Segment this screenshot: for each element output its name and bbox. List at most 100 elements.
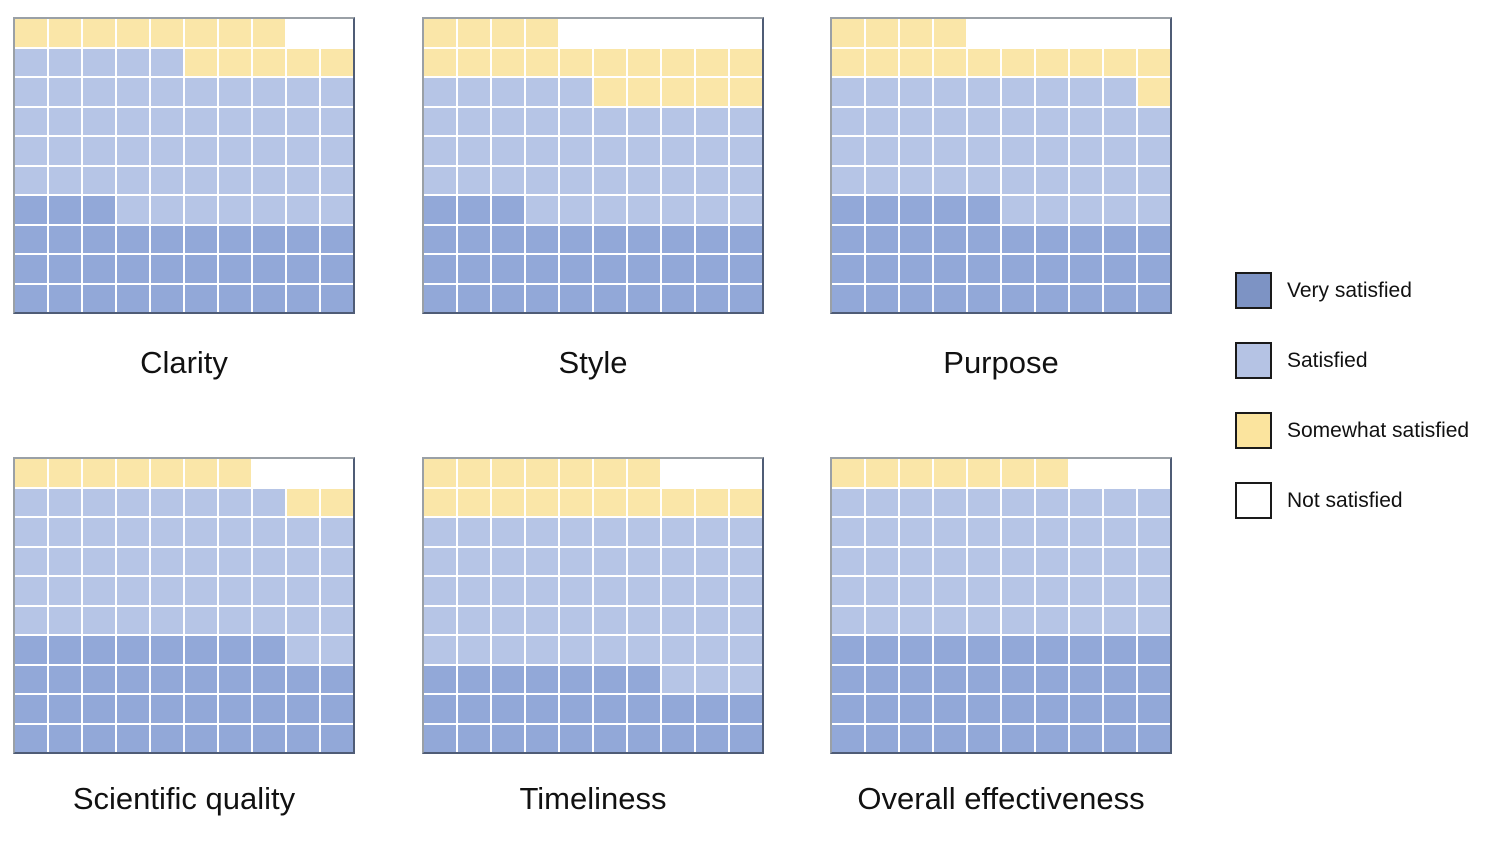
waffle-cell-satisfied <box>730 665 762 693</box>
waffle-cell-satisfied <box>458 518 490 546</box>
waffle-cell-very-satisfied <box>253 255 285 283</box>
waffle-cell-satisfied <box>458 547 490 575</box>
waffle-cell-somewhat-satisfied <box>1104 48 1136 76</box>
waffle-cell-very-satisfied <box>151 636 183 664</box>
legend-item-not-satisfied: Not satisfied <box>1235 482 1469 519</box>
waffle-cell-very-satisfied <box>83 255 115 283</box>
waffle-cell-satisfied <box>628 518 660 546</box>
waffle-cell-somewhat-satisfied <box>1070 48 1102 76</box>
waffle-cell-very-satisfied <box>1104 255 1136 283</box>
waffle-cell-satisfied <box>628 577 660 605</box>
waffle-cell-satisfied <box>49 547 81 575</box>
waffle-cell-satisfied <box>730 547 762 575</box>
waffle-cell-satisfied <box>526 636 558 664</box>
waffle-cell-satisfied <box>253 518 285 546</box>
waffle-cell-very-satisfied <box>321 665 353 693</box>
legend-item-satisfied: Satisfied <box>1235 342 1469 379</box>
waffle-cell-very-satisfied <box>15 255 47 283</box>
waffle-cell-satisfied <box>49 107 81 135</box>
waffle-cell-satisfied <box>492 577 524 605</box>
waffle-cell-satisfied <box>730 166 762 194</box>
waffle-cell-satisfied <box>900 547 932 575</box>
waffle-cell-very-satisfied <box>15 724 47 752</box>
waffle-cell-very-satisfied <box>15 695 47 723</box>
waffle-cell-satisfied <box>1036 547 1068 575</box>
waffle-cell-satisfied <box>628 547 660 575</box>
waffle-cell-not-satisfied <box>662 459 694 487</box>
waffle-cell-satisfied <box>424 577 456 605</box>
waffle-cell-satisfied <box>900 137 932 165</box>
waffle-cell-satisfied <box>1070 78 1102 106</box>
waffle-cell-very-satisfied <box>151 255 183 283</box>
waffle-cell-satisfied <box>866 518 898 546</box>
waffle-cell-very-satisfied <box>934 255 966 283</box>
waffle-cell-very-satisfied <box>594 225 626 253</box>
waffle-cell-not-satisfied <box>1104 19 1136 47</box>
waffle-cell-satisfied <box>730 577 762 605</box>
waffle-cell-satisfied <box>321 636 353 664</box>
waffle-cell-satisfied <box>900 606 932 634</box>
waffle-cell-satisfied <box>594 107 626 135</box>
waffle-cell-very-satisfied <box>185 695 217 723</box>
waffle-cell-satisfied <box>832 547 864 575</box>
waffle-cell-very-satisfied <box>15 636 47 664</box>
waffle-cell-somewhat-satisfied <box>424 19 456 47</box>
waffle-cell-somewhat-satisfied <box>15 459 47 487</box>
waffle-cell-satisfied <box>1002 78 1034 106</box>
waffle-cell-somewhat-satisfied <box>83 459 115 487</box>
waffle-cell-satisfied <box>185 606 217 634</box>
waffle-cell-somewhat-satisfied <box>594 488 626 516</box>
waffle-cell-somewhat-satisfied <box>526 19 558 47</box>
waffle-cell-satisfied <box>15 48 47 76</box>
waffle-cell-not-satisfied <box>287 459 319 487</box>
waffle-cell-very-satisfied <box>117 695 149 723</box>
waffle-cell-satisfied <box>492 78 524 106</box>
waffle-cell-satisfied <box>968 488 1000 516</box>
waffle-cell-not-satisfied <box>1070 459 1102 487</box>
waffle-cell-satisfied <box>1104 137 1136 165</box>
waffle-cell-satisfied <box>662 577 694 605</box>
waffle-cell-satisfied <box>15 78 47 106</box>
waffle-cell-satisfied <box>1002 518 1034 546</box>
chart-title-style: Style <box>558 345 628 380</box>
waffle-cell-somewhat-satisfied <box>934 459 966 487</box>
waffle-cell-satisfied <box>696 665 728 693</box>
waffle-cell-somewhat-satisfied <box>934 48 966 76</box>
waffle-cell-very-satisfied <box>526 284 558 312</box>
waffle-cell-very-satisfied <box>424 724 456 752</box>
waffle-cell-satisfied <box>1002 577 1034 605</box>
waffle-cell-very-satisfied <box>253 665 285 693</box>
waffle-cell-very-satisfied <box>866 196 898 224</box>
waffle-cell-very-satisfied <box>628 225 660 253</box>
waffle-cell-satisfied <box>866 137 898 165</box>
waffle-cell-satisfied <box>151 488 183 516</box>
waffle-cell-satisfied <box>1036 606 1068 634</box>
waffle-cell-very-satisfied <box>492 724 524 752</box>
legend-label-satisfied: Satisfied <box>1287 348 1368 372</box>
waffle-cell-satisfied <box>662 606 694 634</box>
waffle-cell-satisfied <box>832 78 864 106</box>
waffle-cell-satisfied <box>1070 518 1102 546</box>
waffle-cell-satisfied <box>526 547 558 575</box>
waffle-cell-satisfied <box>492 636 524 664</box>
waffle-cell-very-satisfied <box>1138 695 1170 723</box>
waffle-cell-satisfied <box>151 547 183 575</box>
waffle-cell-satisfied <box>219 166 251 194</box>
waffle-cell-very-satisfied <box>526 724 558 752</box>
waffle-cell-very-satisfied <box>526 695 558 723</box>
waffle-cell-somewhat-satisfied <box>594 78 626 106</box>
waffle-cell-very-satisfied <box>526 225 558 253</box>
waffle-cell-satisfied <box>866 78 898 106</box>
waffle-cell-satisfied <box>321 518 353 546</box>
waffle-cell-very-satisfied <box>185 255 217 283</box>
waffle-cell-very-satisfied <box>560 225 592 253</box>
waffle-cell-satisfied <box>1036 78 1068 106</box>
waffle-cell-somewhat-satisfied <box>1002 48 1034 76</box>
waffle-cell-satisfied <box>968 518 1000 546</box>
waffle-cell-very-satisfied <box>424 695 456 723</box>
waffle-cell-somewhat-satisfied <box>730 78 762 106</box>
waffle-cell-very-satisfied <box>321 695 353 723</box>
waffle-cell-satisfied <box>1138 518 1170 546</box>
waffle-cell-somewhat-satisfied <box>900 48 932 76</box>
